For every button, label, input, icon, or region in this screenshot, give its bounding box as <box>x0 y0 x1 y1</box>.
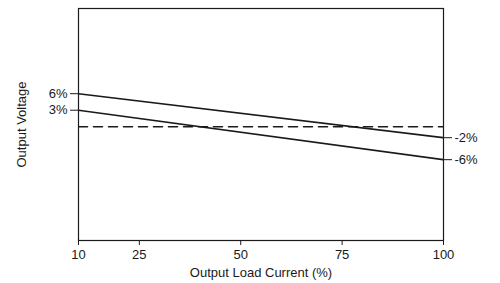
svg-text:-6%: -6% <box>455 152 479 167</box>
svg-text:Output Load Current (%): Output Load Current (%) <box>190 265 332 280</box>
svg-text:10: 10 <box>71 247 85 262</box>
svg-text:3%: 3% <box>49 102 68 117</box>
svg-text:50: 50 <box>233 247 247 262</box>
svg-text:Output Voltage: Output Voltage <box>14 81 29 167</box>
svg-text:6%: 6% <box>49 86 68 101</box>
svg-text:-2%: -2% <box>455 130 479 145</box>
svg-text:75: 75 <box>335 247 349 262</box>
svg-text:100: 100 <box>433 247 455 262</box>
svg-text:25: 25 <box>132 247 146 262</box>
